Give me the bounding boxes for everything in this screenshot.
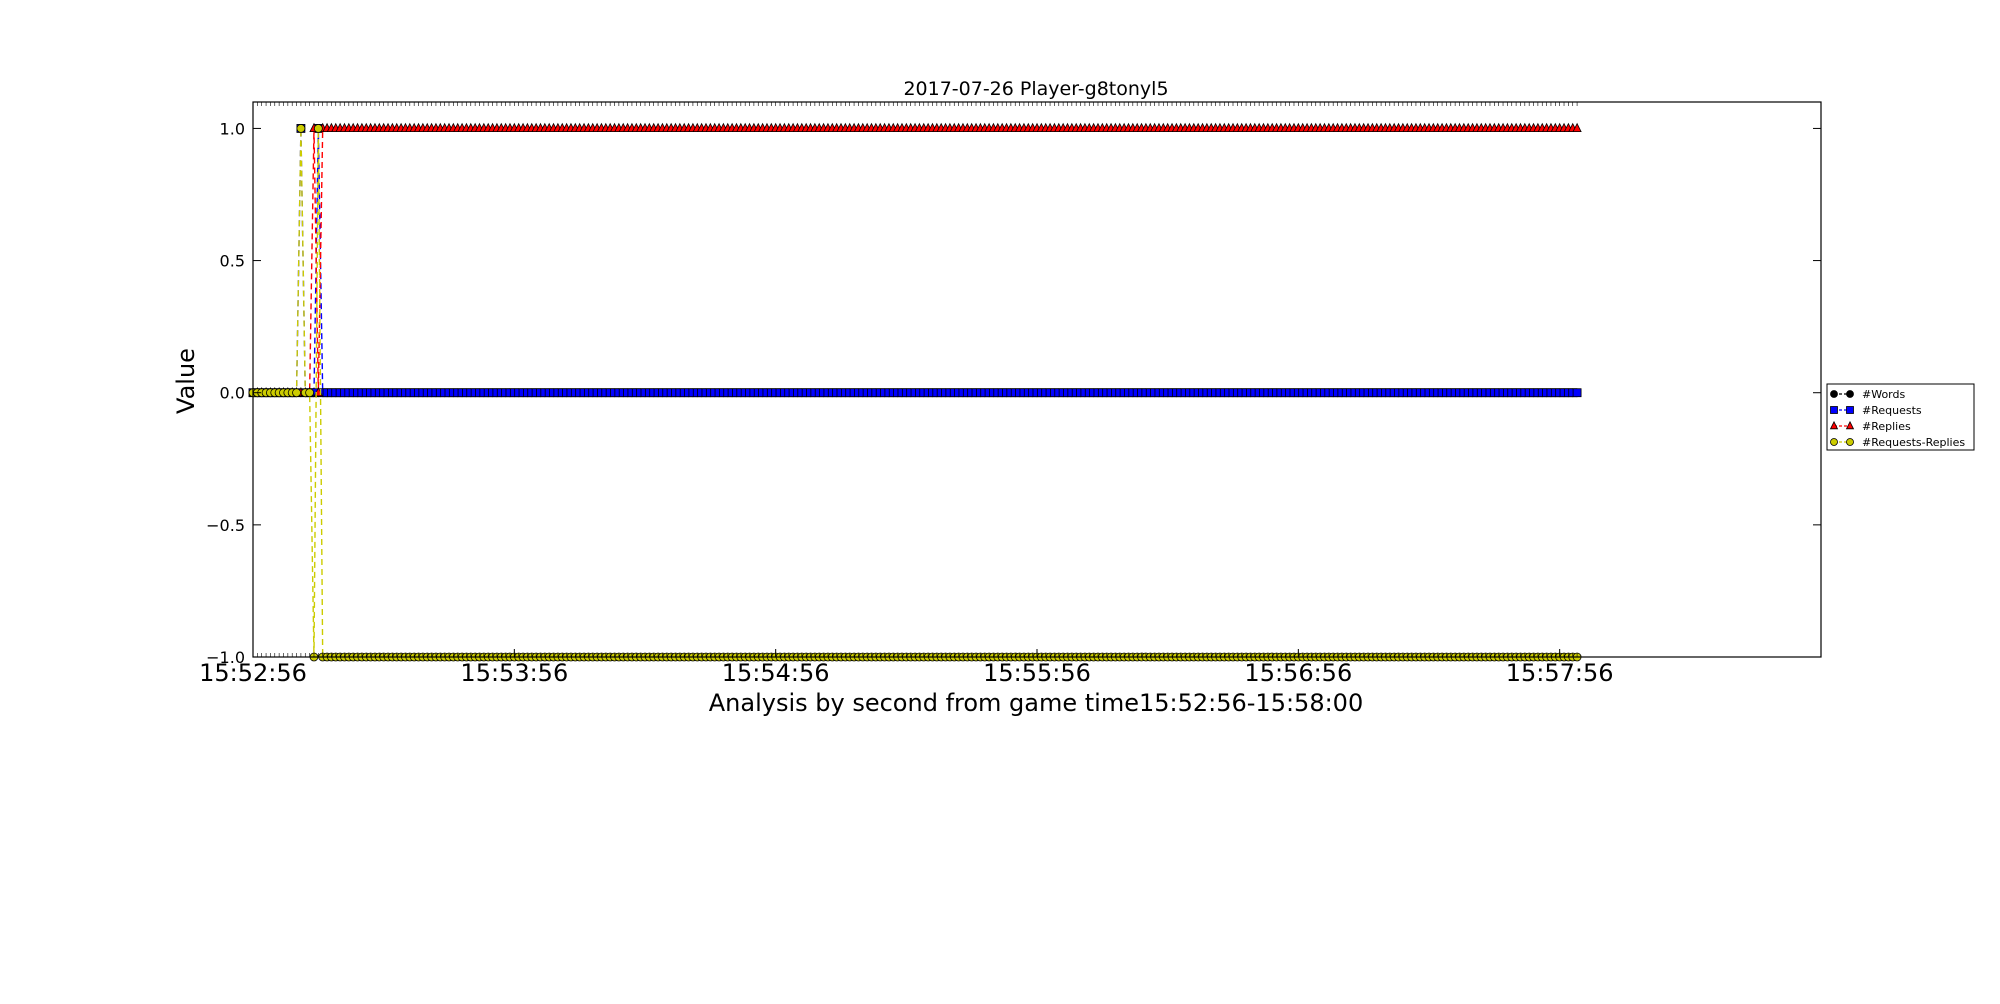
data-point — [296, 124, 306, 133]
legend-label: #Replies — [1862, 420, 1911, 433]
legend-marker — [1846, 390, 1854, 398]
y-tick-label: 1.0 — [220, 119, 245, 138]
data-point — [313, 124, 323, 133]
legend-item: #Requests-Replies — [1830, 436, 1965, 449]
legend-marker — [1830, 406, 1838, 414]
legend-marker — [1829, 420, 1839, 430]
x-tick-label: 15:57:56 — [1506, 659, 1614, 687]
x-axis-label: Analysis by second from game time15:52:5… — [709, 689, 1363, 717]
legend-marker — [1846, 406, 1854, 414]
series-layer — [248, 122, 1582, 662]
data-point — [305, 388, 315, 398]
y-axis-label: Value — [172, 348, 200, 414]
legend-label: #Words — [1862, 388, 1905, 401]
y-tick-label: 0.0 — [220, 384, 245, 403]
chart-title: 2017-07-26 Player-g8tonyl5 — [903, 78, 1168, 100]
legend: #Words #Requests #Replies #Requests-Replies — [1826, 383, 1975, 451]
plot-area — [253, 102, 1821, 657]
legend-marker — [1846, 438, 1854, 446]
y-tick-label: −0.5 — [206, 516, 245, 535]
legend-item: #Requests — [1830, 404, 1922, 417]
data-point — [1572, 122, 1582, 133]
legend-label: #Requests-Replies — [1862, 436, 1965, 449]
ticks-layer: 1.0 0.5 0.0 −0.5 −1.015:52:56 15:53:56 15:54:5… — [199, 102, 1821, 687]
x-tick-label: 15:53:56 — [460, 659, 568, 687]
legend-marker — [1845, 420, 1855, 430]
x-tick-label: 15:56:56 — [1244, 659, 1352, 687]
x-tick-label: 15:52:56 — [199, 659, 307, 687]
x-tick-label: 15:55:56 — [983, 659, 1091, 687]
legend-item: #Words — [1830, 388, 1905, 401]
legend-marker — [1830, 390, 1838, 398]
data-point — [292, 388, 301, 398]
legend-marker — [1830, 438, 1838, 446]
y-tick-label: −1.0 — [206, 648, 245, 667]
legend-item: #Replies — [1829, 420, 1911, 433]
y-tick-label: 0.5 — [220, 252, 245, 271]
legend-label: #Requests — [1862, 404, 1922, 417]
data-point — [1572, 388, 1582, 398]
plot-background — [253, 102, 1821, 657]
x-tick-label: 15:54:56 — [722, 659, 830, 687]
